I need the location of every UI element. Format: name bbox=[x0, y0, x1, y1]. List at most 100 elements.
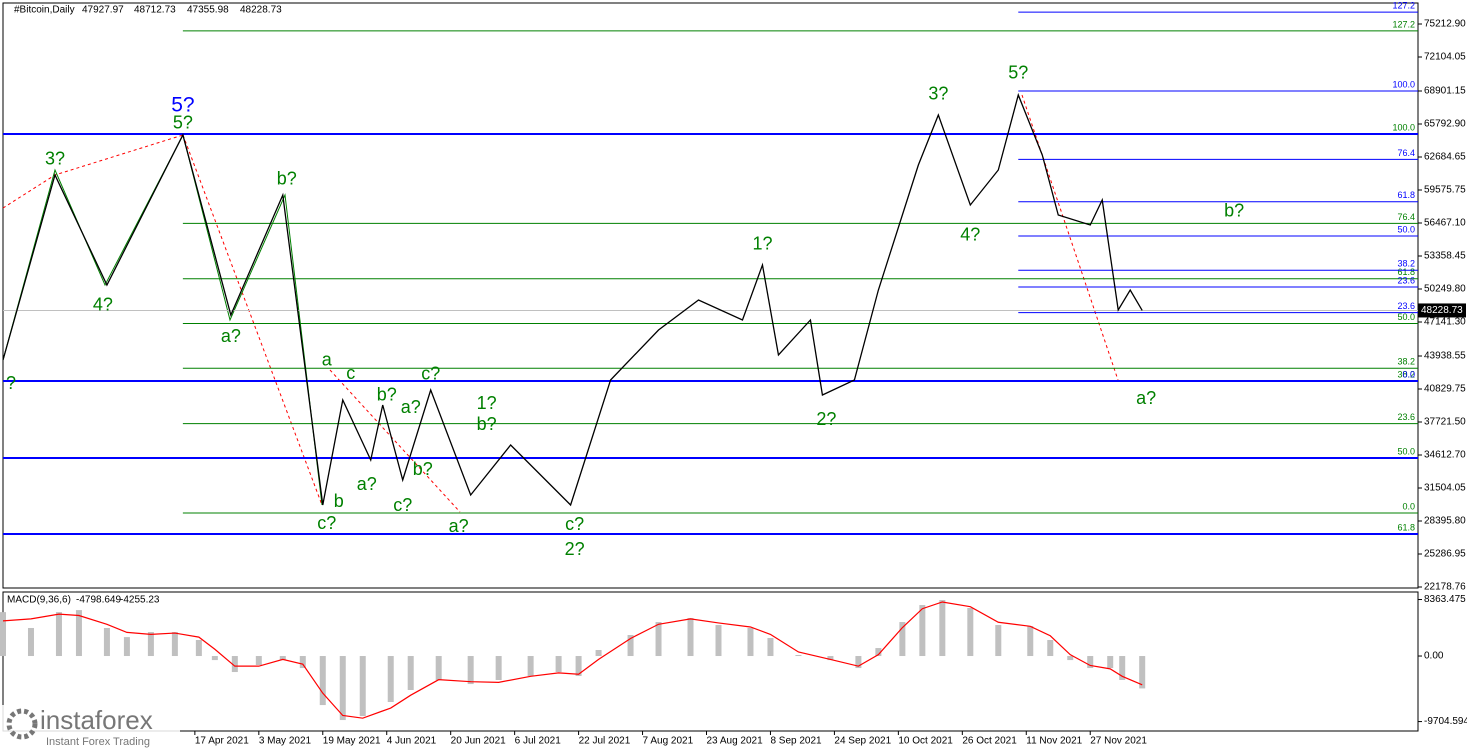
open-value: 47927.97 bbox=[82, 5, 124, 16]
macd-bar bbox=[467, 656, 474, 685]
macd-bar bbox=[27, 627, 34, 657]
fib-label: 50.0 bbox=[1397, 446, 1415, 456]
fib-label: 0.0 bbox=[1402, 501, 1415, 511]
x-tick-label: 26 Oct 2021 bbox=[962, 736, 1017, 747]
wave-line bbox=[329, 369, 461, 513]
wave-label: 4? bbox=[93, 295, 113, 315]
wave-label: b? bbox=[377, 385, 397, 405]
x-tick-label: 4 Jun 2021 bbox=[387, 736, 437, 747]
y-tick-label: 25286.95 bbox=[1424, 549, 1466, 560]
x-tick-label: 19 May 2021 bbox=[323, 736, 381, 747]
macd-bar bbox=[255, 656, 262, 666]
wave-label: a? bbox=[401, 397, 421, 417]
macd-bar bbox=[147, 632, 154, 657]
fib-label: 50.0 bbox=[1397, 224, 1415, 234]
wave-label: b? bbox=[277, 169, 297, 189]
fib-label: 76.4 bbox=[1397, 212, 1415, 222]
signal-value: -4255.23 bbox=[120, 595, 160, 606]
fib-label: 61.8 bbox=[1397, 267, 1415, 277]
wave-label: 5? bbox=[173, 113, 193, 133]
price-label-box bbox=[1418, 303, 1466, 318]
x-tick-label: 17 Apr 2021 bbox=[195, 736, 249, 747]
macd-bar bbox=[687, 617, 694, 657]
macd-bar bbox=[1027, 626, 1034, 657]
wave-label: 4? bbox=[960, 225, 980, 245]
fib-label: 100.0 bbox=[1392, 79, 1415, 89]
macd-bar bbox=[495, 656, 502, 681]
macd-bar bbox=[299, 656, 306, 669]
macd-bar bbox=[767, 637, 774, 657]
macd-bar bbox=[1119, 656, 1126, 681]
macd-bar bbox=[715, 625, 722, 657]
wave-label: b bbox=[334, 491, 344, 511]
wave-label: a? bbox=[1136, 388, 1156, 408]
fib-label: 38.2 bbox=[1397, 369, 1415, 379]
fib-label: 23.6 bbox=[1397, 412, 1415, 422]
wave-label: 1? bbox=[477, 393, 497, 413]
wave-label: 5? bbox=[1008, 63, 1028, 83]
chart-title: #Bitcoin,Daily bbox=[14, 5, 75, 16]
logo: instaforex Instant Forex Trading bbox=[0, 705, 180, 751]
macd-bar bbox=[339, 656, 346, 721]
close-value: 48228.73 bbox=[240, 5, 282, 16]
fib-label: 61.8 bbox=[1397, 190, 1415, 200]
macd-bar bbox=[195, 640, 202, 657]
logo-tagline: Instant Forex Trading bbox=[46, 736, 150, 748]
macd-value: -4798.649 bbox=[76, 595, 121, 606]
y-tick-label: 43938.55 bbox=[1424, 351, 1466, 362]
macd-bar bbox=[359, 656, 366, 717]
macd-bar bbox=[855, 656, 862, 669]
macd-bar bbox=[1139, 656, 1146, 689]
high-value: 48712.73 bbox=[134, 5, 176, 16]
macd-bar bbox=[407, 656, 414, 690]
wave-label: 2? bbox=[565, 539, 585, 559]
y-tick-label: 56467.10 bbox=[1424, 218, 1466, 229]
fib-label: 38.2 bbox=[1397, 259, 1415, 269]
y-tick-label: 68901.15 bbox=[1424, 86, 1466, 97]
macd-bar bbox=[995, 625, 1002, 657]
wave-line bbox=[182, 134, 323, 506]
y-tick-label: 62684.65 bbox=[1424, 152, 1466, 163]
wave-label: 3? bbox=[928, 84, 948, 104]
fib-label: 23.6 bbox=[1397, 275, 1415, 285]
macd-bar bbox=[0, 612, 6, 657]
wave-label: 3? bbox=[45, 149, 65, 169]
macd-bar bbox=[939, 600, 946, 657]
macd-bar bbox=[435, 656, 442, 681]
y-tick-label: 31504.05 bbox=[1424, 483, 1466, 494]
y-tick-label: 28395.80 bbox=[1424, 516, 1466, 527]
macd-bar bbox=[1107, 656, 1114, 669]
y-tick-label: 47141.30 bbox=[1424, 317, 1466, 328]
x-tick-label: 22 Jul 2021 bbox=[579, 736, 631, 747]
fib-label: 100.0 bbox=[1392, 122, 1415, 132]
y-tick-label: 75212.90 bbox=[1424, 19, 1466, 30]
y-tick-label: 53358.45 bbox=[1424, 251, 1466, 262]
x-tick-label: 8 Sep 2021 bbox=[770, 736, 822, 747]
fib-label: 76.4 bbox=[1397, 148, 1415, 158]
price-panel-frame bbox=[2, 2, 1419, 589]
fib-label: 0.0 bbox=[1402, 369, 1415, 379]
low-value: 47355.98 bbox=[187, 5, 229, 16]
fib-label: 61.8 bbox=[1397, 522, 1415, 532]
macd-panel-frame bbox=[2, 591, 1419, 732]
macd-bar bbox=[75, 610, 82, 657]
macd-bar bbox=[55, 612, 62, 657]
y-tick-label: 59575.75 bbox=[1424, 185, 1466, 196]
wave-label: c? bbox=[317, 513, 336, 533]
wave-label: c? bbox=[565, 514, 584, 534]
price-label: 48228.73 bbox=[1421, 305, 1463, 316]
macd-bar bbox=[575, 656, 582, 677]
wave-label: b? bbox=[413, 459, 433, 479]
wave-label: a bbox=[322, 350, 333, 370]
macd-bar bbox=[795, 655, 802, 657]
logo-box bbox=[0, 705, 180, 751]
x-tick-label: 6 Jul 2021 bbox=[515, 736, 562, 747]
macd-bar bbox=[899, 622, 906, 657]
wave-label: c? bbox=[393, 495, 412, 515]
macd-bar bbox=[967, 607, 974, 657]
logo-icon bbox=[6, 708, 38, 740]
fib-label: 127.2 bbox=[1392, 0, 1415, 10]
wave-label: ? bbox=[6, 373, 16, 393]
